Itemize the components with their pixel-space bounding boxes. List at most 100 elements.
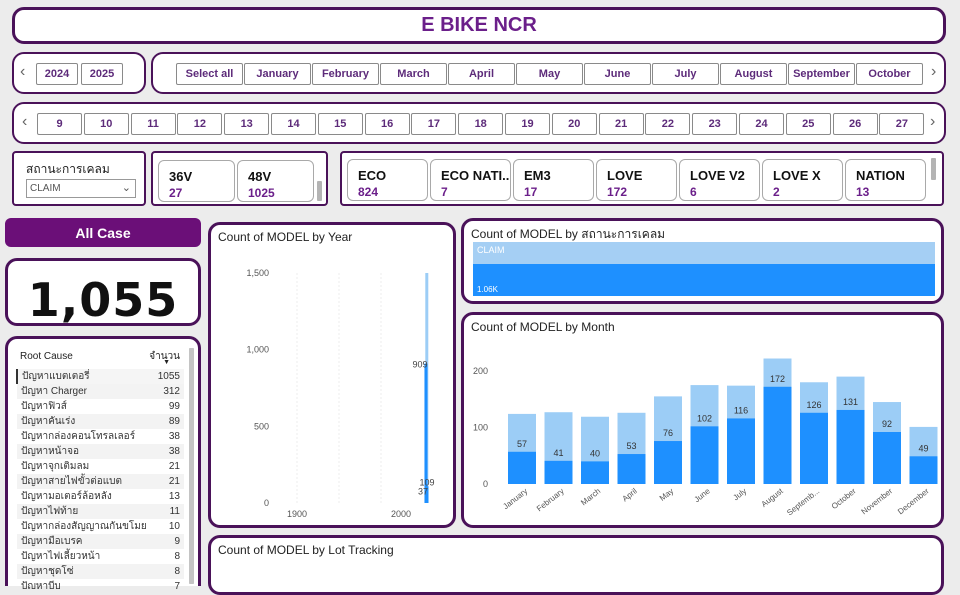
month-chart-panel: Count of MODEL by Month 0 100 200 57 January… [461,312,944,528]
day-chip[interactable]: 26 [832,113,878,135]
day-chip[interactable]: 27 [879,113,925,135]
table-row[interactable]: ปัญหาจุกเติมลม 21 [17,459,184,474]
table-row[interactable]: ปัญหากล่องคอนโทรลเลอร์ 38 [17,429,184,444]
model-card-value: 13 [856,185,870,199]
count-cell: 99 [168,401,180,412]
model-card[interactable]: ECO 824 [347,159,428,201]
scrollbar[interactable] [189,348,194,584]
day-chip[interactable]: 24 [739,113,784,135]
data-label: 909 [412,360,427,370]
x-tick-label: August [760,486,786,509]
table-row[interactable]: ปัญหาแบตเตอรี่ 1055 [16,369,184,384]
bar [909,456,938,484]
day-chip[interactable]: 13 [224,113,270,135]
chevron-right-icon[interactable]: › [930,113,936,130]
day-chip[interactable]: 15 [317,113,363,135]
x-tick-label: Septemb... [785,486,821,517]
status-dropdown-value: CLAIM [30,183,61,194]
count-cell: 8 [153,564,184,579]
chevron-left-icon[interactable]: ‹ [22,113,28,130]
table-row[interactable]: ปัญหามอเตอร์ล้อหลัง 13 [17,489,184,504]
root-cause-cell: ปัญหาไฟท้าย [17,504,154,519]
voltage-card[interactable]: 48V 1025 [237,160,314,202]
chevron-right-icon[interactable]: › [931,63,937,80]
day-chip[interactable]: 11 [130,113,176,135]
month-chip[interactable]: October [856,63,923,85]
voltage-card-value: 1025 [248,186,275,200]
day-chip[interactable]: 17 [411,113,457,135]
day-chip[interactable]: 23 [692,113,738,135]
bar [654,441,682,484]
month-chip[interactable]: June [584,63,651,85]
table-row[interactable]: ปัญหาบีบ 7 [17,579,184,589]
month-chip-select-all[interactable]: Select all [176,63,243,85]
day-chip[interactable]: 21 [598,113,644,135]
day-chip[interactable]: 9 [37,113,82,135]
day-chip[interactable]: 25 [785,113,831,135]
model-card[interactable]: EM3 17 [513,159,594,201]
root-cause-cell: ปัญหาหน้าจอ [17,444,154,459]
month-chip[interactable]: May [516,63,583,85]
model-card[interactable]: NATION 13 [845,159,926,201]
model-card-label: ECO NATI... [441,168,510,183]
table-row[interactable]: ปัญหา Charger 312 [17,384,184,399]
month-chip[interactable]: April [448,63,515,85]
day-chip[interactable]: 22 [645,113,691,135]
all-case-kpi: 1,055 [5,258,201,327]
data-label: 49 [918,443,928,453]
x-tick-label: February [535,486,566,513]
scrollbar[interactable] [931,158,936,180]
count-header[interactable]: จำนวน [149,351,180,362]
day-chip[interactable]: 20 [551,113,597,135]
day-chip[interactable]: 10 [83,113,129,135]
month-chip[interactable]: March [380,63,447,85]
month-chip[interactable]: August [720,63,787,85]
model-card-value: 824 [358,185,379,199]
day-chip[interactable]: 16 [364,113,410,135]
day-chip[interactable]: 14 [271,113,316,135]
table-row[interactable]: ปัญหาไฟท้าย 11 [17,504,184,519]
root-cause-header[interactable]: Root Cause [20,351,73,362]
year-chip-2025[interactable]: 2025 [81,63,123,85]
month-chip[interactable]: January [244,63,311,85]
model-card-value: 172 [607,185,628,199]
year-slicer: ‹ 2024 2025 [12,52,146,94]
y-tick-label: 100 [473,422,488,432]
month-chip[interactable]: July [652,63,719,85]
day-chip[interactable]: 18 [458,113,504,135]
day-slicer: ‹ 9 10 11 12 13 14 15 16 17 18 19 20 21 22 23 24 25 26 27 … [12,102,946,144]
table-row[interactable]: ปัญหาไฟเลี้ยวหน้า 8 [17,549,184,564]
bar [727,418,755,484]
root-cause-cell: ปัญหาไฟเลี้ยวหน้า [21,551,101,562]
month-chip[interactable]: September [788,63,855,85]
all-case-value: 1,055 [27,273,179,327]
year-chip-2024[interactable]: 2024 [36,63,78,85]
model-card-label: LOVE [607,168,643,183]
model-card[interactable]: LOVE V2 6 [679,159,760,201]
model-slicer: ECO 824 ECO NATI... 7 EM3 17 LOVE 172 LOVE V2 6 LO… [340,151,944,206]
table-row[interactable]: ปัญหากล่องสัญญาณกันขโมย 10 [17,519,184,534]
x-tick-label: January [501,486,529,511]
x-tick-label: June [693,486,713,504]
month-chip[interactable]: February [312,63,379,85]
status-dropdown[interactable]: CLAIM ⌄ [26,179,136,198]
model-card[interactable]: LOVE 172 [596,159,677,201]
table-row[interactable]: ปัญหาฟิวส์ 99 [17,399,184,414]
table-row[interactable]: ปัญหาคันเร่ง 89 [17,414,184,429]
table-row[interactable]: ปัญหาสายไฟขั้วต่อแบต 21 [17,474,184,489]
day-chip[interactable]: 19 [505,113,550,135]
chevron-left-icon[interactable]: ‹ [20,63,26,80]
model-card[interactable]: LOVE X 2 [762,159,843,201]
bar [425,486,429,503]
data-label: 116 [734,405,748,415]
day-chip[interactable]: 12 [177,113,223,135]
scrollbar[interactable] [317,181,322,201]
bar [581,461,609,484]
table-row[interactable]: ปัญหามือเบรค 9 [17,534,184,549]
table-row[interactable]: ปัญหาชุดโซ่ 8 [17,564,184,579]
root-cause-cell: ปัญหาบีบ [21,581,61,589]
root-cause-cell: ปัญหากล่องคอนโทรลเลอร์ [21,431,136,442]
voltage-card[interactable]: 36V 27 [158,160,235,202]
model-card[interactable]: ECO NATI... 7 [430,159,511,201]
table-row[interactable]: ปัญหาหน้าจอ 38 [17,444,184,459]
